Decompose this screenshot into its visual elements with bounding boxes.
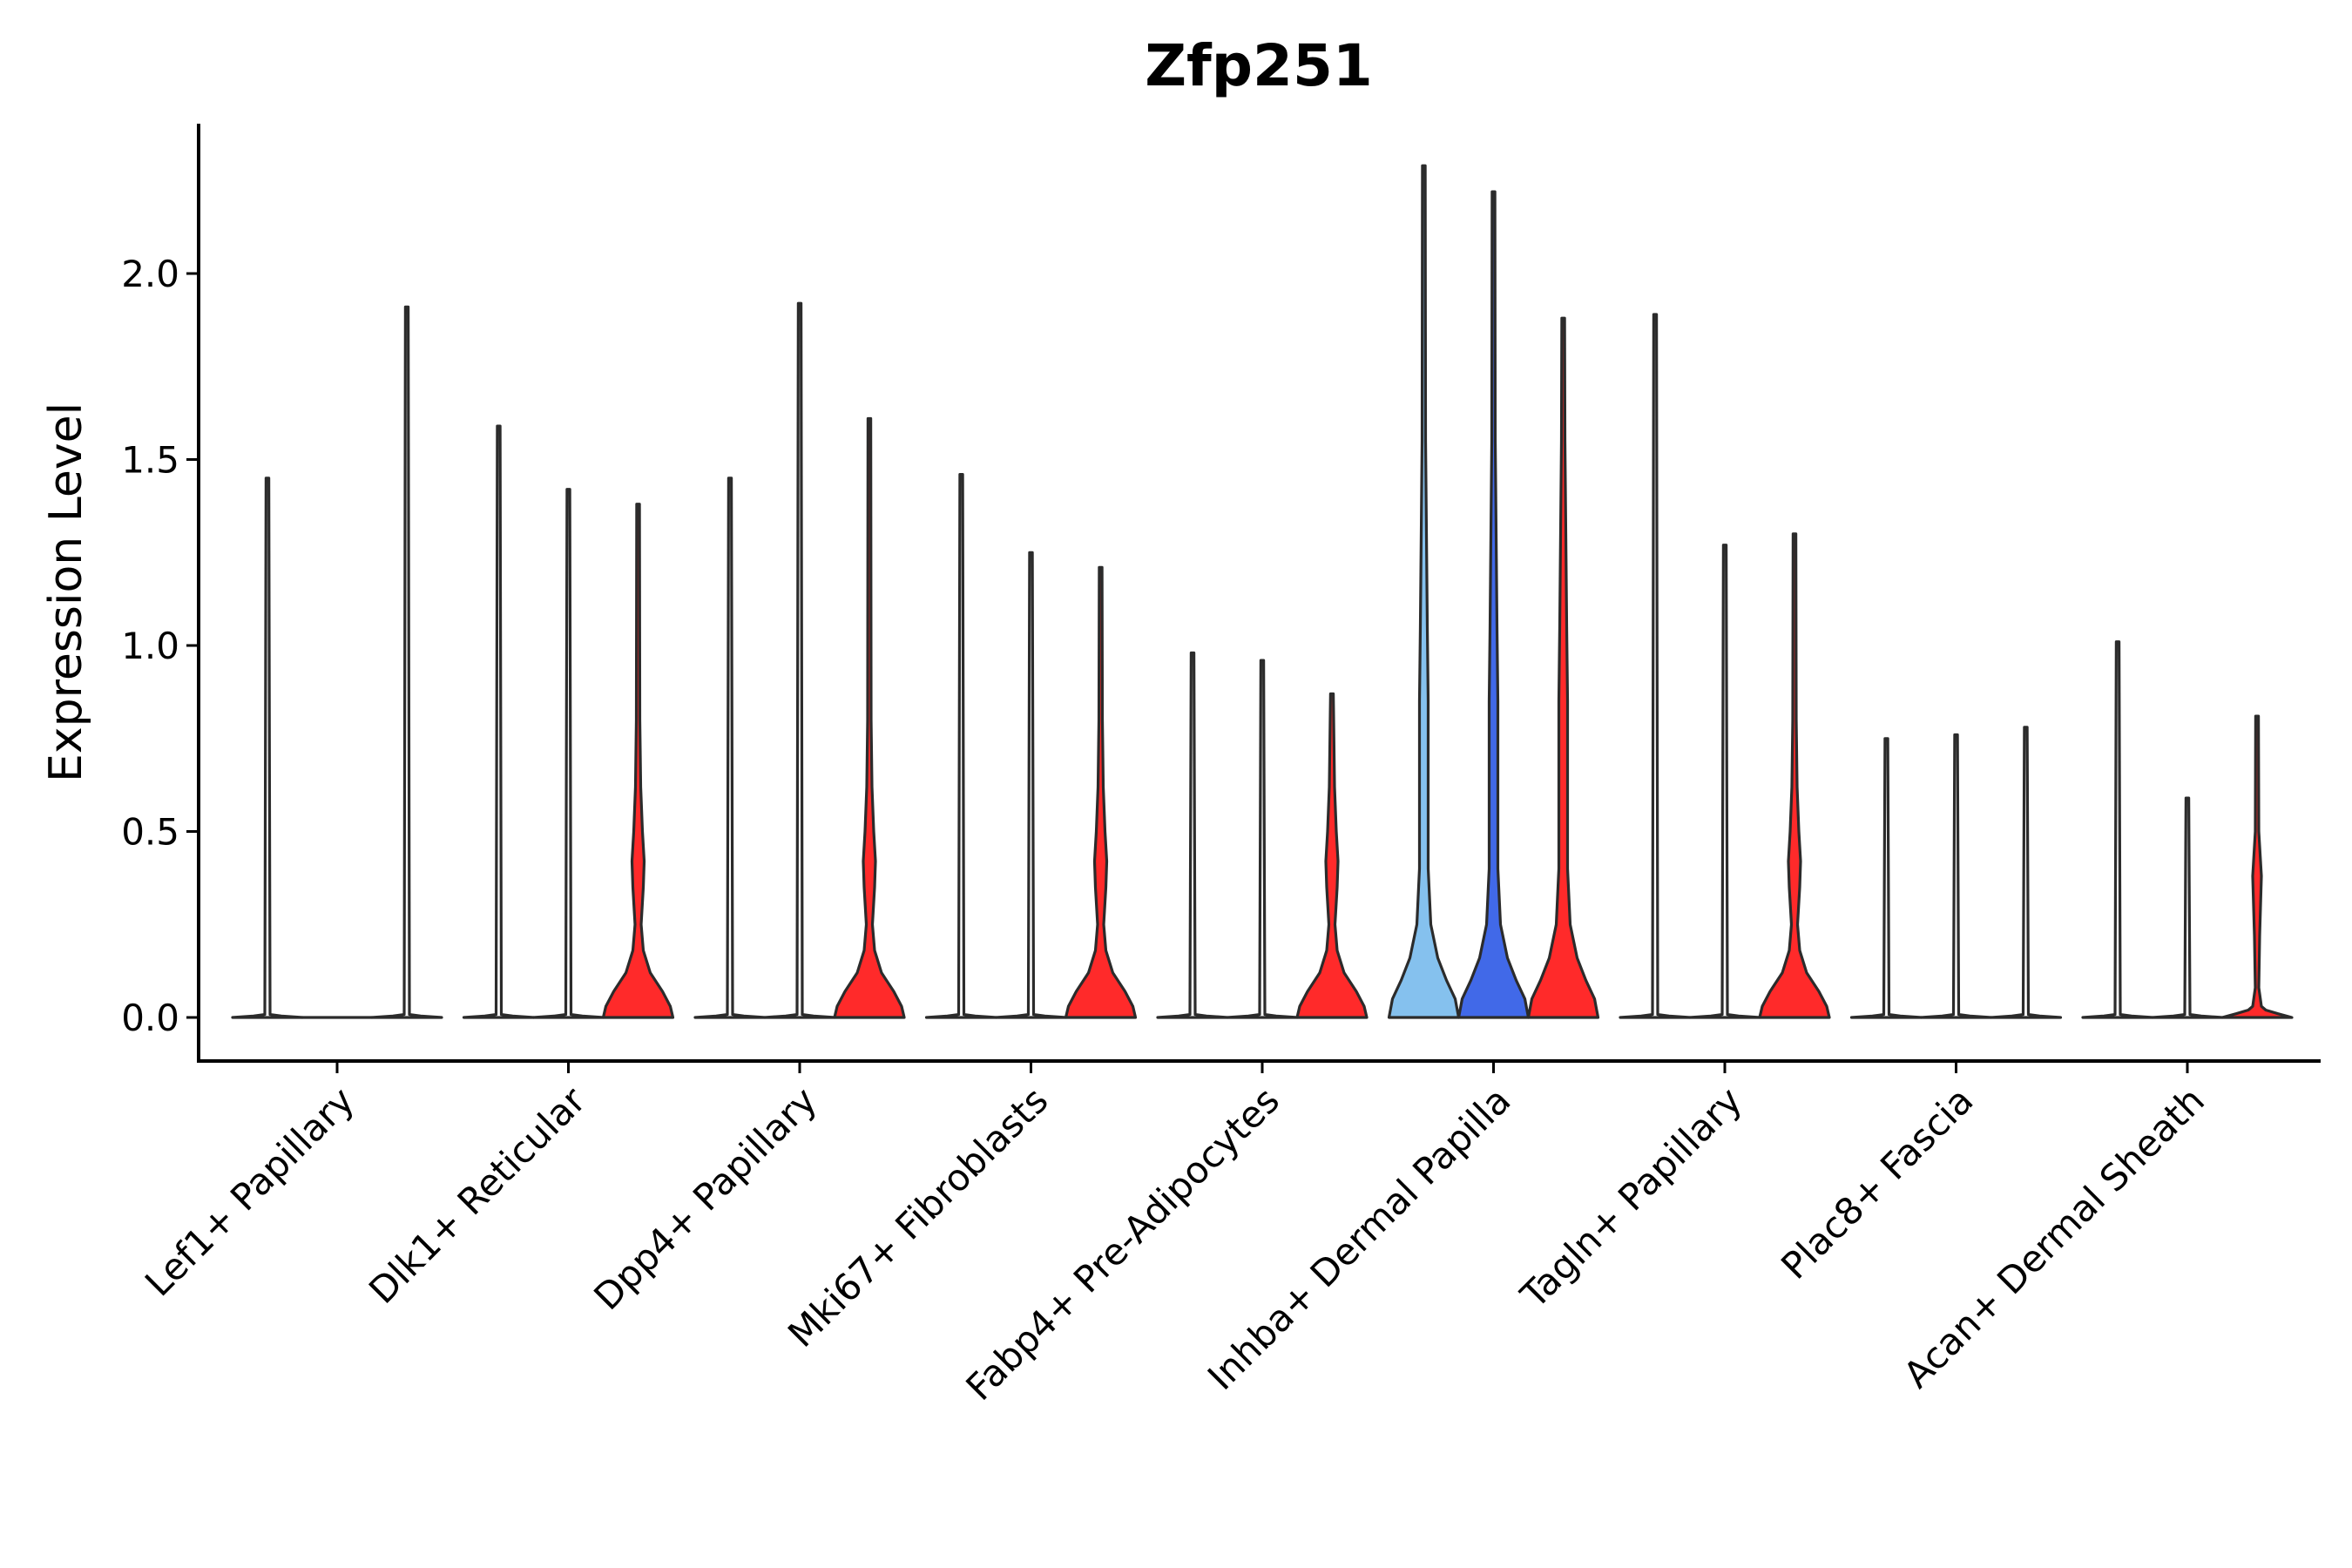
violin-lef1-papillary-3 (370, 305, 443, 1019)
x-tick-label-mki67-fibroblasts: Mki67+ Fibroblasts (780, 1078, 1056, 1355)
y-tick-label: 1.0 (121, 625, 179, 667)
x-tick-label-lef1-papillary: Lef1+ Papillary (137, 1078, 362, 1304)
violin-tagln-papillary-2 (1688, 544, 1761, 1019)
y-axis-label: Expression Level (40, 402, 92, 782)
violin-plac8-fascia-1 (1849, 737, 1923, 1019)
y-tick-label: 0.0 (121, 997, 179, 1039)
violin-mki67-fibroblasts-2 (994, 551, 1068, 1019)
violin-lef1-papillary-1 (231, 476, 304, 1019)
x-tick-label-dlk1-reticular: Dlk1+ Reticular (361, 1078, 594, 1312)
violin-inhba-dermal-papilla-2 (1456, 190, 1531, 1019)
violin-acan-dermal-sheath-2 (2151, 796, 2224, 1019)
violin-tagln-papillary-1 (1619, 313, 1692, 1019)
violin-mki67-fibroblasts-3 (1064, 565, 1138, 1019)
x-tick-label-tagln-papillary: Tagln+ Papillary (1512, 1078, 1750, 1316)
x-tick-label-plac8-fascia: Plac8+ Fascia (1773, 1078, 1981, 1287)
violin-dpp4-papillary-2 (763, 301, 836, 1019)
violin-mki67-fibroblasts-1 (924, 473, 998, 1019)
violin-fabp4-pre-adipocytes-1 (1156, 651, 1229, 1019)
violin-fabp4-pre-adipocytes-2 (1226, 659, 1299, 1019)
chart-title: Zfp251 (1145, 32, 1373, 99)
y-tick-label: 1.5 (121, 439, 179, 482)
violin-plac8-fascia-2 (1919, 733, 1993, 1019)
y-tick-label: 2.0 (121, 253, 179, 295)
x-tick-label-dpp4-papillary: Dpp4+ Papillary (585, 1078, 825, 1318)
violin-fabp4-pre-adipocytes-3 (1295, 692, 1369, 1019)
violin-dlk1-reticular-3 (601, 503, 675, 1019)
violin-plac8-fascia-3 (1989, 726, 2063, 1019)
violin-dlk1-reticular-1 (462, 424, 536, 1019)
violin-inhba-dermal-papilla-1 (1387, 164, 1461, 1019)
violin-tagln-papillary-3 (1758, 532, 1831, 1019)
violin-dpp4-papillary-3 (833, 416, 906, 1019)
violins-layer (231, 164, 2294, 1019)
y-tick-label: 0.5 (121, 811, 179, 854)
violin-inhba-dermal-papilla-3 (1526, 316, 1600, 1019)
violin-acan-dermal-sheath-1 (2081, 640, 2154, 1019)
violin-dpp4-papillary-1 (693, 476, 767, 1019)
violin-dlk1-reticular-2 (531, 488, 605, 1019)
y-ticks: 0.0 0.5 1.0 1.5 2.0 (121, 253, 199, 1039)
violin-acan-dermal-sheath-3 (2220, 714, 2294, 1019)
